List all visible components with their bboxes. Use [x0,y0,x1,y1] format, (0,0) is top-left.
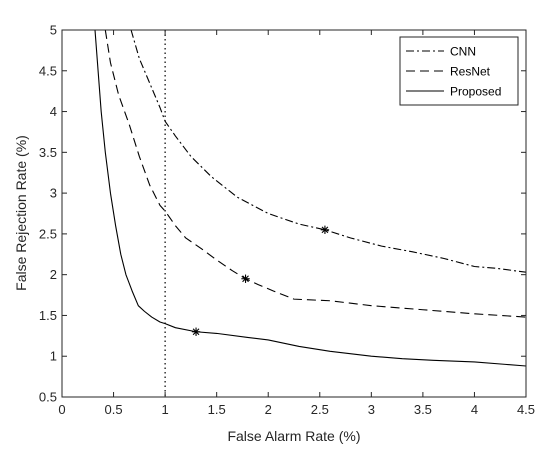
x-tick-label: 2.5 [311,402,329,417]
y-tick-label: 3 [50,186,57,201]
legend-label-proposed: Proposed [450,85,501,99]
y-tick-label: 2.5 [39,226,57,241]
x-tick-label: 0 [58,402,65,417]
legend-label-resnet: ResNet [450,65,491,79]
series-line-proposed [94,30,526,367]
y-axis-title: False Rejection Rate (%) [13,135,29,291]
x-tick-label: 3.5 [414,402,432,417]
legend-box [399,36,519,106]
y-tick-label: 1.5 [39,308,57,323]
operating-point-marker-proposed [191,327,201,336]
legend: CNN ResNet Proposed [399,36,519,106]
x-tick-label: 1.5 [208,402,226,417]
y-tick-label: 4 [50,104,57,119]
series-line-resnet [104,30,526,318]
legend-label-cnn: CNN [450,45,476,59]
x-tick-label: 4.5 [517,402,535,417]
x-tick-label: 4 [471,402,478,417]
x-tick-label: 1 [161,402,168,417]
x-tick-label: 3 [368,402,375,417]
y-tick-label: 5 [50,23,57,38]
series-line-cnn [130,30,526,273]
y-tick-label: 0.5 [39,390,57,405]
y-tick-label: 3.5 [39,145,57,160]
y-tick-label: 1 [50,349,57,364]
x-tick-label: 2 [265,402,272,417]
x-tick-label: 0.5 [105,402,123,417]
operating-point-marker-cnn [320,225,330,235]
x-axis-title: False Alarm Rate (%) [227,428,360,444]
plot-frame [61,29,527,398]
y-tick-label: 4.5 [39,63,57,78]
operating-point-marker-resnet [241,274,250,283]
y-tick-label: 2 [50,267,57,282]
